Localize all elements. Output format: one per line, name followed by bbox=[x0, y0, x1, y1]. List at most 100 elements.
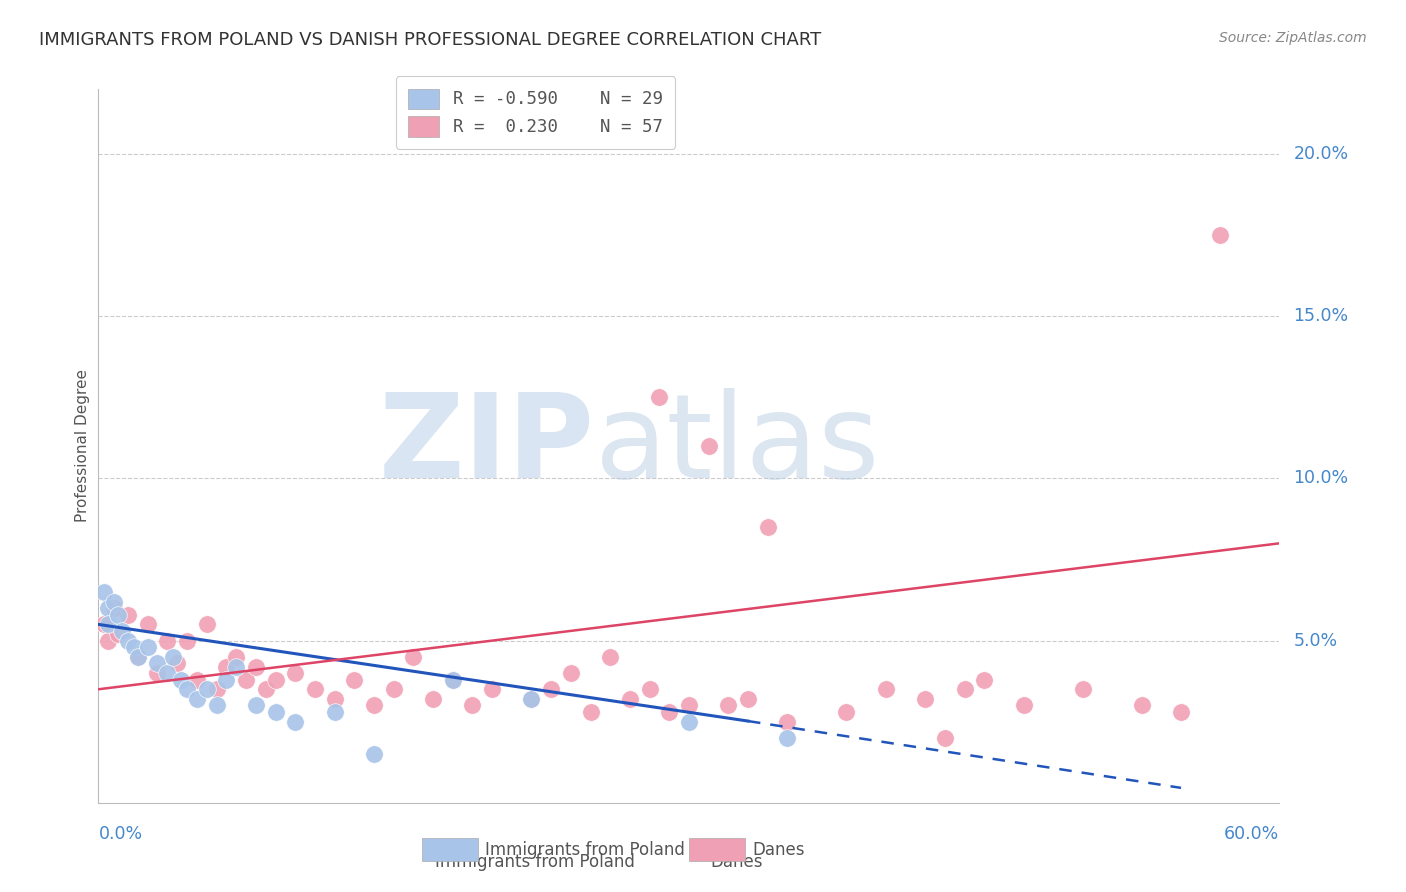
Point bbox=[264, 705, 287, 719]
Text: IMMIGRANTS FROM POLAND VS DANISH PROFESSIONAL DEGREE CORRELATION CHART: IMMIGRANTS FROM POLAND VS DANISH PROFESS… bbox=[39, 31, 821, 49]
Point bbox=[245, 698, 267, 713]
Point bbox=[461, 698, 484, 713]
Point bbox=[215, 659, 238, 673]
Point bbox=[264, 673, 287, 687]
Text: 20.0%: 20.0% bbox=[1294, 145, 1348, 163]
Point bbox=[323, 705, 346, 719]
Point bbox=[117, 633, 139, 648]
Point bbox=[136, 617, 159, 632]
Point bbox=[363, 747, 385, 761]
Point bbox=[619, 692, 641, 706]
Text: Immigrants from Poland: Immigrants from Poland bbox=[436, 853, 636, 871]
Point bbox=[176, 682, 198, 697]
Text: 15.0%: 15.0% bbox=[1294, 307, 1348, 326]
Text: Danes: Danes bbox=[710, 853, 762, 871]
Point bbox=[540, 682, 562, 697]
Point bbox=[97, 633, 120, 648]
Point bbox=[93, 585, 115, 599]
Point bbox=[205, 682, 228, 697]
Text: atlas: atlas bbox=[595, 389, 880, 503]
Point bbox=[441, 673, 464, 687]
Point bbox=[599, 649, 621, 664]
Text: ZIP: ZIP bbox=[378, 389, 595, 503]
Point bbox=[304, 682, 326, 697]
Point bbox=[156, 666, 179, 681]
Point bbox=[111, 624, 134, 638]
Text: Source: ZipAtlas.com: Source: ZipAtlas.com bbox=[1219, 31, 1367, 45]
Point bbox=[1012, 698, 1035, 713]
Legend: R = -0.590    N = 29, R =  0.230    N = 57: R = -0.590 N = 29, R = 0.230 N = 57 bbox=[395, 77, 675, 149]
Point bbox=[284, 714, 307, 729]
Point bbox=[97, 617, 120, 632]
Point bbox=[579, 705, 602, 719]
Point bbox=[678, 698, 700, 713]
Point bbox=[658, 705, 681, 719]
Point bbox=[402, 649, 425, 664]
Point bbox=[717, 698, 740, 713]
Point bbox=[323, 692, 346, 706]
Point bbox=[520, 692, 543, 706]
Point bbox=[697, 439, 720, 453]
Point bbox=[481, 682, 503, 697]
Point bbox=[170, 673, 193, 687]
Point bbox=[215, 673, 238, 687]
Point bbox=[162, 649, 184, 664]
Point bbox=[560, 666, 582, 681]
Y-axis label: Professional Degree: Professional Degree bbox=[75, 369, 90, 523]
Text: 5.0%: 5.0% bbox=[1294, 632, 1337, 649]
Point bbox=[678, 714, 700, 729]
Point bbox=[166, 657, 188, 671]
Point bbox=[103, 595, 125, 609]
Point bbox=[953, 682, 976, 697]
Text: Danes: Danes bbox=[752, 841, 804, 859]
Point bbox=[225, 659, 247, 673]
Point bbox=[97, 601, 120, 615]
Point bbox=[638, 682, 661, 697]
Point bbox=[756, 520, 779, 534]
Point bbox=[343, 673, 366, 687]
Point bbox=[146, 666, 169, 681]
Point bbox=[156, 633, 179, 648]
Point bbox=[776, 731, 799, 745]
Point bbox=[107, 627, 129, 641]
Point bbox=[441, 673, 464, 687]
Point bbox=[934, 731, 956, 745]
Text: 60.0%: 60.0% bbox=[1225, 825, 1279, 843]
Point bbox=[195, 682, 218, 697]
Point bbox=[973, 673, 995, 687]
Point bbox=[737, 692, 759, 706]
Text: 0.0%: 0.0% bbox=[98, 825, 142, 843]
Text: 10.0%: 10.0% bbox=[1294, 469, 1348, 487]
Point bbox=[648, 390, 671, 404]
Point bbox=[146, 657, 169, 671]
Point bbox=[235, 673, 257, 687]
Point bbox=[176, 633, 198, 648]
Point bbox=[1071, 682, 1094, 697]
Point bbox=[122, 640, 145, 654]
Point bbox=[136, 640, 159, 654]
Point bbox=[875, 682, 897, 697]
Point bbox=[195, 617, 218, 632]
Point bbox=[520, 692, 543, 706]
Point bbox=[117, 607, 139, 622]
Text: Immigrants from Poland: Immigrants from Poland bbox=[485, 841, 685, 859]
Point bbox=[1130, 698, 1153, 713]
Point bbox=[205, 698, 228, 713]
Point bbox=[835, 705, 858, 719]
Point bbox=[93, 617, 115, 632]
Point bbox=[127, 649, 149, 664]
Point bbox=[422, 692, 444, 706]
Point bbox=[363, 698, 385, 713]
Point bbox=[245, 659, 267, 673]
Point bbox=[1170, 705, 1192, 719]
Point bbox=[914, 692, 936, 706]
Point bbox=[107, 607, 129, 622]
Point bbox=[382, 682, 405, 697]
Point bbox=[284, 666, 307, 681]
Point bbox=[776, 714, 799, 729]
Point bbox=[1209, 228, 1232, 243]
Point bbox=[127, 649, 149, 664]
Point bbox=[225, 649, 247, 664]
Point bbox=[186, 673, 208, 687]
Point bbox=[103, 601, 125, 615]
